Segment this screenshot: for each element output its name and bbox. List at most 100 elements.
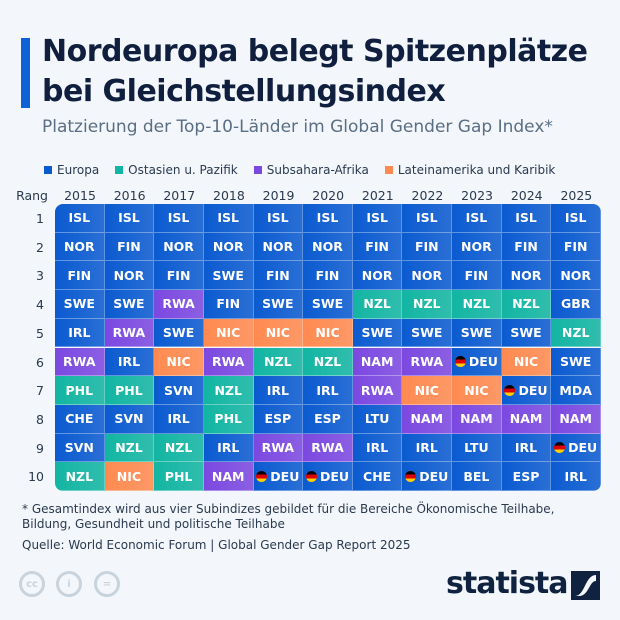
- cell-rwa: RWA: [203, 347, 254, 377]
- cell-isl: ISL: [154, 204, 204, 233]
- cell-nzl: NZL: [551, 318, 601, 348]
- country-code: DEU: [568, 439, 598, 455]
- footnote: * Gesamtindex wird aus vier Subindizes g…: [22, 502, 555, 531]
- cell-nic: NIC: [402, 376, 453, 405]
- country-code: SWE: [162, 325, 195, 341]
- source: Quelle: World Economic Forum | Global Ge…: [22, 538, 411, 552]
- country-code: SWE: [311, 296, 344, 312]
- country-code: NAM: [559, 411, 592, 427]
- country-code: NAM: [410, 411, 444, 427]
- country-code: RWA: [162, 296, 195, 312]
- cell-nor: NOR: [154, 232, 204, 262]
- cell-bel: BEL: [452, 462, 502, 491]
- cell-svn: SVN: [104, 404, 155, 434]
- cell-nor: NOR: [55, 232, 105, 262]
- year-header: 2025: [560, 188, 593, 203]
- cc-icon: cc: [19, 571, 45, 597]
- subtitle: Platzierung der Top-10-Länder im Global …: [42, 117, 553, 137]
- germany-flag-icon: [256, 470, 268, 482]
- cell-irl: IRL: [203, 433, 254, 463]
- cell-nor: NOR: [303, 232, 353, 262]
- country-code: IRL: [564, 468, 587, 484]
- year-header: 2015: [64, 188, 96, 203]
- cell-nor: NOR: [253, 232, 304, 262]
- rank-label: 10: [28, 469, 44, 485]
- country-code: ISL: [316, 210, 339, 226]
- statista-logo: statista: [446, 566, 569, 601]
- cell-fin: FIN: [104, 232, 155, 262]
- legend-label: Ostasien u. Pazifik: [128, 163, 238, 177]
- country-code: SWE: [113, 296, 145, 312]
- cell-nzl: NZL: [104, 433, 155, 463]
- country-code: ISL: [465, 210, 488, 226]
- cell-svn: SVN: [154, 376, 204, 405]
- cell-nzl: NZL: [154, 433, 204, 463]
- cell-phl: PHL: [104, 376, 155, 405]
- year-header: 2022: [411, 188, 444, 203]
- country-code: ISL: [515, 210, 537, 226]
- country-code: SWE: [460, 325, 493, 341]
- cell-nzl: NZL: [253, 347, 304, 377]
- country-code: NOR: [312, 239, 343, 255]
- rank-label: 2: [36, 239, 44, 255]
- country-code: FIN: [365, 239, 389, 255]
- cell-swe: SWE: [203, 261, 254, 291]
- cell-nor: NOR: [501, 261, 552, 291]
- country-code: LTU: [464, 439, 489, 455]
- country-code: NOR: [262, 239, 294, 255]
- cell-irl: IRL: [303, 376, 353, 405]
- rank-label: 3: [36, 268, 44, 284]
- year-header: 2023: [461, 188, 493, 203]
- country-code: PHL: [115, 382, 143, 398]
- statista-logo-mark: [571, 571, 600, 600]
- cell-deu: DEU: [402, 462, 453, 491]
- legend-item-europa: Europa: [44, 163, 99, 177]
- cell-nam: NAM: [501, 404, 552, 434]
- rank-label: 1: [36, 211, 44, 226]
- legend-item-afrika: Subsahara-Afrika: [253, 163, 369, 177]
- country-code: IRL: [415, 439, 438, 455]
- rank-label: 5: [36, 325, 44, 341]
- germany-flag-icon: [454, 355, 466, 367]
- cell-isl: ISL: [303, 204, 353, 233]
- country-code: NIC: [315, 325, 340, 341]
- country-code: FIN: [514, 239, 538, 255]
- country-code: NAM: [211, 468, 245, 484]
- cell-nam: NAM: [352, 347, 403, 377]
- country-code: CHE: [363, 468, 392, 484]
- cell-nzl: NZL: [452, 290, 502, 319]
- country-code: FIN: [315, 267, 340, 283]
- cell-deu: DEU: [452, 347, 502, 377]
- cell-rwa: RWA: [352, 376, 403, 405]
- cell-fin: FIN: [154, 261, 204, 291]
- country-code: SVN: [114, 411, 144, 427]
- country-code: NOR: [63, 239, 95, 255]
- country-code: NIC: [166, 353, 191, 369]
- country-code: NOR: [510, 267, 542, 283]
- cell-esp: ESP: [501, 462, 552, 491]
- nd-icon: =: [94, 571, 120, 597]
- germany-flag-icon: [554, 441, 566, 453]
- cell-nor: NOR: [352, 261, 403, 291]
- ranking-grid: ISL ISL ISL ISL ISL ISL ISL ISL ISL ISL ISL NOR FIN N…: [55, 204, 601, 491]
- country-code: ISL: [167, 210, 190, 226]
- cell-fin: FIN: [501, 232, 552, 262]
- country-code: SVN: [164, 382, 194, 398]
- country-code: PHL: [214, 411, 243, 427]
- country-code: BEL: [463, 468, 490, 484]
- cell-rwa: RWA: [55, 347, 105, 377]
- cell-rwa: RWA: [253, 433, 304, 463]
- country-code: NZL: [512, 296, 540, 312]
- cell-swe: SWE: [402, 318, 453, 348]
- country-code: NIC: [216, 325, 241, 341]
- cell-swe: SWE: [352, 318, 403, 348]
- country-code: SWE: [411, 325, 443, 341]
- cell-fin: FIN: [203, 290, 254, 319]
- cell-fin: FIN: [452, 261, 502, 291]
- country-code: ISL: [415, 210, 438, 226]
- country-code: NAM: [509, 411, 543, 427]
- by-icon: i: [56, 571, 82, 597]
- country-code: NZL: [561, 325, 590, 341]
- cell-nzl: NZL: [303, 347, 353, 377]
- cell-deu: DEU: [551, 433, 601, 463]
